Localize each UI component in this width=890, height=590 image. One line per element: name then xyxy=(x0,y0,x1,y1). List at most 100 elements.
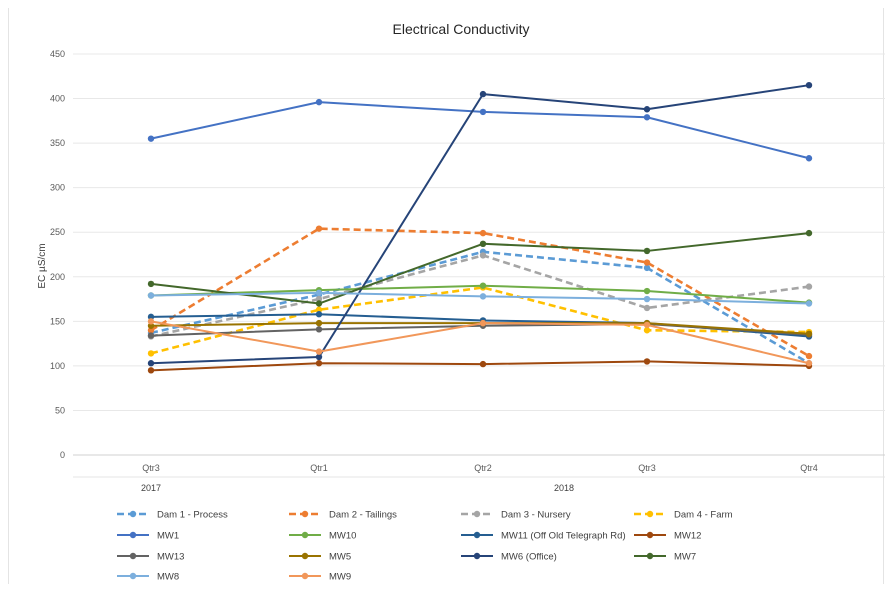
y-tick-label: 450 xyxy=(50,49,65,59)
legend-item: MW12 xyxy=(634,531,701,542)
legend-label: MW13 xyxy=(157,552,184,563)
data-point xyxy=(643,358,651,365)
legend-label: Dam 2 - Tailings xyxy=(329,510,397,521)
legend-swatch-marker xyxy=(301,510,309,518)
data-point xyxy=(805,330,813,338)
data-point xyxy=(315,311,323,318)
series-dam-1-process xyxy=(147,248,813,367)
legend-label: Dam 3 - Nursery xyxy=(501,510,571,521)
y-tick-label: 300 xyxy=(50,183,65,193)
gridlines xyxy=(73,53,885,456)
data-point xyxy=(147,367,155,374)
data-point xyxy=(147,318,155,325)
legend-item: MW7 xyxy=(634,552,696,563)
legend-item: MW5 xyxy=(289,552,351,563)
legend-swatch-marker xyxy=(129,510,137,518)
data-point xyxy=(315,319,323,327)
chart-frame: Electrical Conductivity 0 50 100 150 200 250 3… xyxy=(8,8,885,584)
series-mw1 xyxy=(147,98,813,162)
legend-item: MW13 xyxy=(117,552,184,563)
legend-label: MW9 xyxy=(329,572,351,583)
legend-item: MW10 xyxy=(289,531,356,542)
y-tick-label: 150 xyxy=(50,316,65,326)
data-point xyxy=(479,319,487,327)
x-tick-label: Qtr1 xyxy=(310,463,328,473)
legend-label: MW1 xyxy=(157,531,179,542)
data-point xyxy=(147,360,155,367)
data-point xyxy=(147,280,155,288)
data-point xyxy=(479,229,487,237)
legend-item: Dam 4 - Farm xyxy=(634,510,733,521)
data-point xyxy=(479,240,487,248)
data-point xyxy=(479,293,487,300)
legend-swatch-marker xyxy=(129,572,137,580)
y-tick-label: 350 xyxy=(50,138,65,148)
data-point xyxy=(315,98,323,106)
data-point xyxy=(643,106,651,113)
y-tick-label: 50 xyxy=(55,405,65,415)
legend-item: MW1 xyxy=(117,531,179,542)
data-point xyxy=(315,360,323,367)
data-point xyxy=(805,81,813,89)
data-point xyxy=(643,247,651,255)
series-mw6-office xyxy=(147,81,813,367)
data-point xyxy=(805,352,813,360)
data-point xyxy=(805,283,813,290)
data-point xyxy=(315,306,323,313)
series-line xyxy=(150,250,810,365)
legend-item: MW6 (Office) xyxy=(461,552,557,563)
data-point xyxy=(479,282,487,289)
x-group-label: 2018 xyxy=(554,483,574,493)
x-tick-label: Qtr3 xyxy=(142,463,160,473)
data-point xyxy=(147,322,155,329)
legend-swatch-marker xyxy=(301,552,309,560)
legend: Dam 1 - Process Dam 2 - Tailings Dam 3 - N… xyxy=(117,510,733,583)
data-point xyxy=(315,300,323,307)
legend-label: MW11 (Off Old Telegraph Rd) xyxy=(501,531,626,542)
x-tick-label: Qtr3 xyxy=(638,463,656,473)
data-point xyxy=(643,304,651,312)
data-point xyxy=(643,295,651,303)
legend-swatch-marker xyxy=(129,552,137,560)
x-axis-ticks: Qtr3 Qtr1 Qtr2 Qtr3 Qtr4 xyxy=(142,463,818,473)
legend-label: Dam 4 - Farm xyxy=(674,510,733,521)
series-layer xyxy=(147,81,813,374)
data-point xyxy=(643,287,651,295)
data-point xyxy=(315,289,323,297)
x-tick-label: Qtr4 xyxy=(800,463,818,473)
legend-label: MW8 xyxy=(157,572,179,583)
data-point xyxy=(147,313,155,321)
legend-swatch-marker xyxy=(301,531,309,539)
data-point xyxy=(147,332,155,339)
data-point xyxy=(315,348,323,355)
data-point xyxy=(479,252,487,259)
data-point xyxy=(315,326,323,333)
legend-item: Dam 3 - Nursery xyxy=(461,510,571,521)
y-tick-label: 0 xyxy=(60,450,65,460)
x-axis-groups: 2017 2018 xyxy=(73,476,885,493)
y-tick-label: 200 xyxy=(50,272,65,282)
legend-swatch-marker xyxy=(301,572,309,580)
data-point xyxy=(643,264,651,272)
data-point xyxy=(643,259,651,266)
data-point xyxy=(315,225,323,232)
y-tick-label: 100 xyxy=(50,361,65,371)
series-line xyxy=(150,227,810,358)
data-point xyxy=(643,321,651,329)
y-tick-label: 400 xyxy=(50,94,65,104)
legend-swatch-marker xyxy=(473,552,481,560)
legend-swatch-marker xyxy=(129,531,137,539)
data-point xyxy=(315,353,323,361)
legend-item: MW8 xyxy=(117,572,179,583)
data-point xyxy=(479,360,487,368)
series-mw7 xyxy=(147,229,813,307)
data-point xyxy=(643,327,651,334)
series-line xyxy=(150,101,810,160)
data-point xyxy=(147,292,155,299)
legend-label: MW7 xyxy=(674,552,696,563)
legend-swatch-marker xyxy=(473,510,481,518)
legend-item: MW11 (Off Old Telegraph Rd) xyxy=(461,531,626,542)
data-point xyxy=(479,108,487,116)
data-point xyxy=(643,114,651,121)
y-axis-label: EC µS/cm xyxy=(37,243,48,288)
